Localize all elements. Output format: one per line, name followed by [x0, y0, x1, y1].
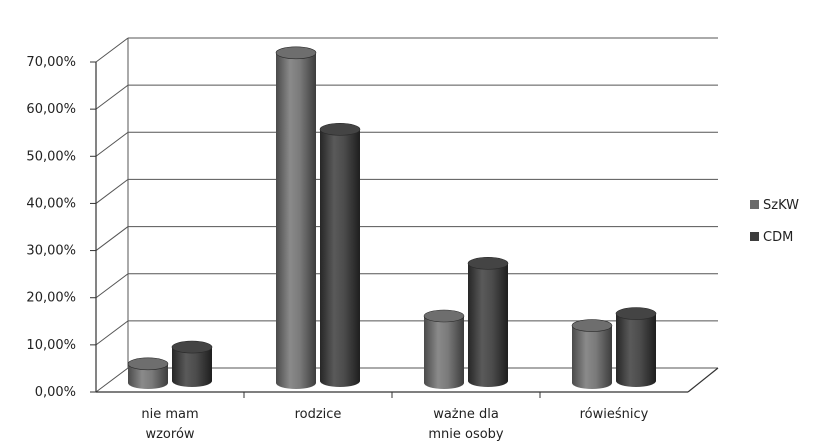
y-tick-label: 30,00% [26, 244, 76, 259]
bar-cdm-3 [615, 307, 657, 387]
bars [127, 46, 657, 390]
gridline-connector [95, 84, 129, 110]
gridline-connector [95, 226, 129, 251]
x-category-label: ważne dla mnie osoby [428, 407, 504, 442]
gridline-connector [95, 179, 129, 204]
y-tick-label: 50,00% [26, 149, 76, 164]
bar-szkw-1 [275, 46, 317, 390]
legend-swatch [750, 232, 759, 241]
bar-cdm-0 [171, 340, 213, 387]
y-tick-label: 70,00% [26, 55, 76, 70]
bar-szkw-3 [571, 319, 613, 389]
y-tick-label: 60,00% [26, 102, 76, 117]
gridline-connector [95, 131, 129, 157]
bar-cdm-1 [319, 123, 361, 387]
axes [90, 38, 719, 398]
y-tick-label: 20,00% [26, 291, 76, 306]
y-tick-label: 10,00% [26, 338, 76, 353]
gridline-connector [95, 37, 129, 63]
legend: SzKW CDM [750, 198, 799, 245]
gridline-connector [95, 367, 129, 393]
bar-szkw-2 [423, 309, 465, 389]
y-tick-labels: 0,00% 10,00% 20,00% 30,00% 40,00% 50,00% 60,00… [26, 55, 76, 400]
x-category-label: nie mam wzorów [141, 407, 198, 442]
gridlines [95, 37, 718, 393]
legend-swatch [750, 200, 759, 209]
gridline-connector [95, 320, 129, 346]
legend-label: CDM [763, 230, 793, 245]
x-category-label: rówieśnicy [580, 407, 649, 422]
y-tick-label: 0,00% [35, 385, 76, 400]
bar-szkw-0 [127, 357, 169, 389]
x-category-label: rodzice [295, 407, 342, 422]
floor-side-edge [687, 367, 719, 393]
legend-label: SzKW [763, 198, 799, 213]
category-labels: nie mam wzorów rodzice ważne dla mnie osoby r… [141, 407, 648, 442]
gridline-connector [95, 273, 129, 299]
bar-cdm-2 [467, 257, 509, 387]
y-tick-label: 40,00% [26, 196, 76, 211]
